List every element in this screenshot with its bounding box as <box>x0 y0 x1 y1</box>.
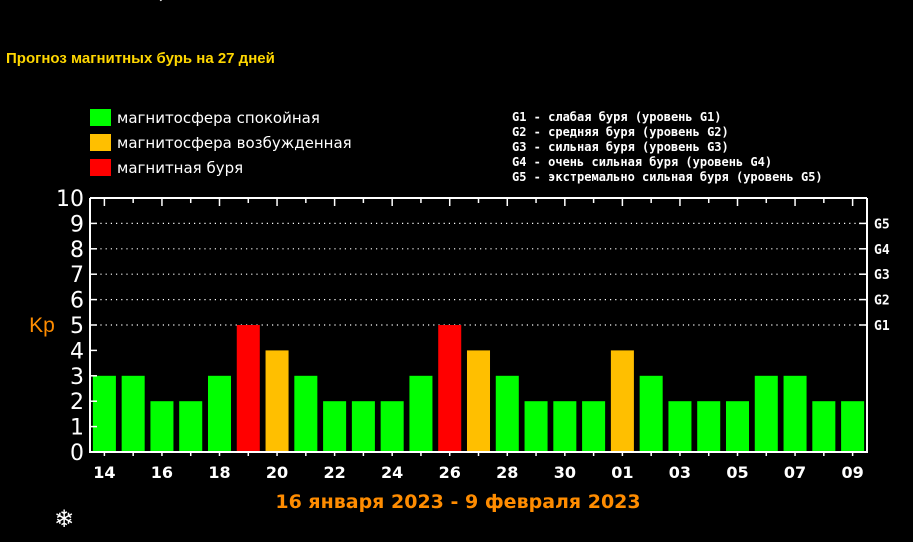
y-tick-label: 3 <box>70 365 84 390</box>
x-tick-label: 24 <box>381 463 403 482</box>
chart-grid: G1 G2 G3 G4 G5 <box>90 217 890 334</box>
chart-bar <box>351 401 375 452</box>
chart-bar <box>236 325 260 452</box>
level-label: G4 <box>874 243 890 258</box>
x-tick-label: 14 <box>93 463 115 482</box>
chart-bar <box>553 401 577 452</box>
x-tick-label: 01 <box>611 463 633 482</box>
chart-bar <box>812 401 836 452</box>
x-tick-label: 30 <box>554 463 576 482</box>
x-tick-label: 22 <box>323 463 345 482</box>
chart-bar <box>150 401 174 452</box>
chart-bar <box>207 375 232 452</box>
x-tick-label: 28 <box>496 463 518 482</box>
storm-scale-line: G1 - слабая буря (уровень G1) <box>512 110 722 124</box>
y-tick-label: 6 <box>70 289 84 314</box>
chart-bar <box>294 375 318 452</box>
storm-scale-line: G5 - экстремально сильная буря (уровень … <box>512 170 823 184</box>
legend-label: магнитосфера возбужденная <box>117 134 352 152</box>
x-axis-label: 16 января 2023 - 9 февраля 2023 <box>275 491 640 513</box>
level-label: G1 <box>874 319 890 334</box>
chart-bar <box>265 350 289 452</box>
chart-bars <box>92 325 865 452</box>
legend-swatch <box>90 134 111 151</box>
chart-bar <box>841 401 865 452</box>
x-tick-label: 09 <box>841 463 863 482</box>
storm-scale-line: G2 - средняя буря (уровень G2) <box>512 125 729 139</box>
y-tick-label: 7 <box>70 263 84 288</box>
chart-bar <box>668 401 692 452</box>
y-tick-label: 1 <box>70 416 84 441</box>
y-tick-label: 0 <box>70 441 84 466</box>
chart-bar <box>725 401 750 452</box>
x-tick-label: 16 <box>151 463 173 482</box>
legend-label: магнитная буря <box>117 159 243 177</box>
x-tick-label: 07 <box>784 463 806 482</box>
top-edge-glyph: ◆ <box>157 0 169 3</box>
x-tick-label: 05 <box>726 463 748 482</box>
chart-bar <box>92 375 116 452</box>
level-label: G2 <box>874 294 890 309</box>
y-tick-label: 10 <box>56 187 84 212</box>
legend-swatch <box>90 109 111 126</box>
x-tick-label: 03 <box>669 463 691 482</box>
chart-bar <box>380 401 404 452</box>
chart-bar <box>179 401 203 452</box>
y-axis-label: Kp <box>29 314 55 337</box>
y-tick-label: 8 <box>70 238 84 263</box>
storm-scale-line: G3 - сильная буря (уровень G3) <box>512 140 729 154</box>
snowflake-icon: ❄ <box>53 505 75 533</box>
level-label: G3 <box>874 268 890 283</box>
chart-bar <box>783 375 807 452</box>
chart-bar <box>582 401 606 452</box>
page-title: Прогноз магнитных бурь на 27 дней <box>6 50 275 67</box>
chart-bar <box>323 401 347 452</box>
level-label: G5 <box>874 217 890 232</box>
legend-label: магнитосфера спокойная <box>117 109 320 127</box>
chart-legend: магнитосфера спокойная магнитосфера возбу… <box>90 109 352 177</box>
y-tick-label: 2 <box>70 390 84 415</box>
legend-swatch <box>90 159 111 176</box>
chart-bar <box>495 375 519 452</box>
chart-bar <box>610 350 634 452</box>
storm-scale-line: G4 - очень сильная буря (уровень G4) <box>512 155 772 169</box>
chart-bar <box>754 375 778 452</box>
x-tick-label: 26 <box>439 463 461 482</box>
y-tick-label: 9 <box>70 212 84 237</box>
chart-bar <box>639 375 663 452</box>
chart-bar <box>466 350 491 452</box>
x-tick-label: 18 <box>208 463 230 482</box>
chart-bar <box>697 401 721 452</box>
chart-bar <box>409 375 433 452</box>
y-tick-label: 4 <box>70 339 84 364</box>
x-tick-label: 20 <box>266 463 288 482</box>
y-tick-label: 5 <box>70 314 84 339</box>
storm-scale-legend: G1 - слабая буря (уровень G1)G2 - средня… <box>512 110 823 184</box>
chart-bar <box>438 325 462 452</box>
chart-bar <box>121 375 145 452</box>
chart-bar <box>524 401 548 452</box>
